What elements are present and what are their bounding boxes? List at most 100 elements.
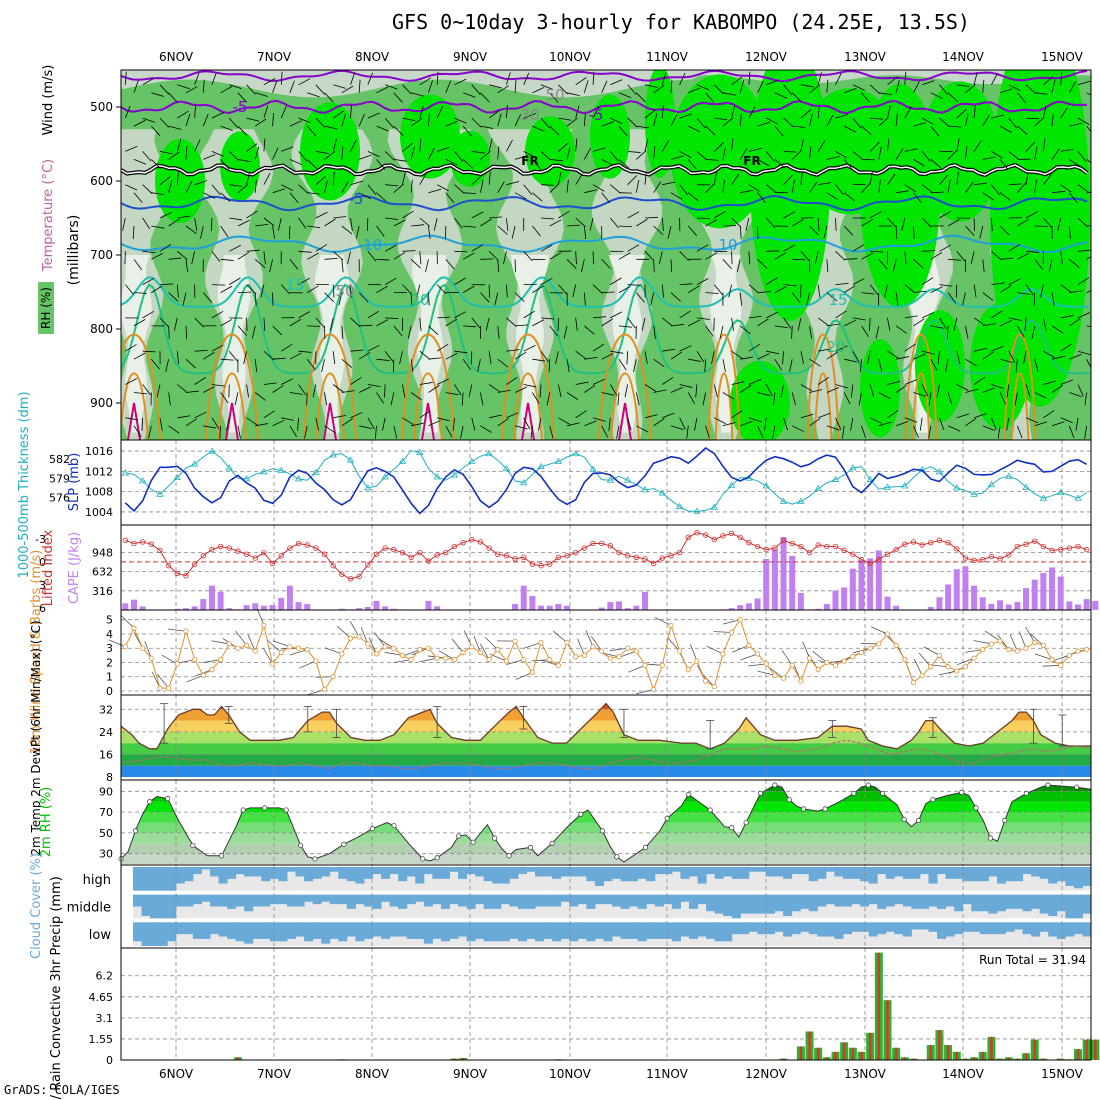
lifted-index-marker bbox=[347, 576, 354, 582]
cape-bar bbox=[780, 537, 787, 610]
wind-barb bbox=[142, 350, 156, 353]
cloud-low-cell bbox=[808, 922, 818, 935]
cloud-middle-cell bbox=[458, 894, 468, 907]
wind-barb bbox=[168, 180, 173, 193]
wind-barb bbox=[1017, 92, 1026, 104]
wind-barb bbox=[800, 351, 805, 364]
wind-barb bbox=[731, 410, 743, 419]
wind-barb bbox=[538, 417, 542, 431]
wind-barb bbox=[367, 184, 377, 196]
wind-barb bbox=[650, 292, 655, 306]
wind-barb bbox=[852, 350, 860, 363]
wind-barb bbox=[220, 159, 230, 170]
wind-barb bbox=[437, 316, 451, 319]
cloud-low-cell bbox=[363, 922, 373, 939]
wind-barb bbox=[142, 151, 152, 162]
wind-barb bbox=[609, 647, 628, 651]
wind-barb bbox=[1086, 92, 1091, 96]
lifted-index-marker bbox=[356, 573, 362, 580]
rh-saturated-patch bbox=[450, 130, 490, 187]
cloud-low-cell bbox=[338, 922, 348, 942]
cloud-high-cell bbox=[671, 867, 681, 872]
precip-tick-label: 6.2 bbox=[96, 970, 114, 983]
wind-barb bbox=[541, 659, 559, 666]
rh-saturated-patch bbox=[860, 339, 900, 438]
wind-barb bbox=[636, 150, 647, 160]
wind-barb bbox=[835, 151, 847, 159]
wind-barb bbox=[653, 181, 661, 193]
wind-barb bbox=[904, 343, 916, 352]
wind-barb bbox=[133, 159, 147, 165]
wind-barb bbox=[358, 292, 369, 303]
wind-barb bbox=[1025, 141, 1036, 152]
cloud-middle-cell bbox=[979, 894, 989, 912]
wind-barb bbox=[289, 649, 308, 656]
wind-barb bbox=[480, 425, 492, 433]
wind-barb bbox=[324, 392, 328, 406]
cape-axis-label: CAPE (J/kg) bbox=[67, 532, 82, 604]
rh-very-dry-core bbox=[511, 255, 549, 433]
thickness-tick-label: 576 bbox=[49, 492, 70, 505]
wind-barb bbox=[402, 142, 413, 152]
wind-barb bbox=[407, 325, 412, 339]
wind-barb bbox=[653, 325, 656, 339]
cloud-low-cell bbox=[466, 922, 476, 942]
wind-barb bbox=[254, 146, 260, 160]
wind-barb bbox=[913, 425, 919, 438]
wind-speed-marker bbox=[1058, 662, 1064, 668]
wind-barb bbox=[618, 125, 628, 137]
wind-barb bbox=[835, 310, 847, 319]
rh-band bbox=[121, 843, 1091, 854]
wind-barb bbox=[953, 317, 958, 331]
wind-barb bbox=[878, 179, 881, 193]
wind-barb bbox=[705, 425, 710, 439]
wind-barb bbox=[835, 417, 842, 430]
wind-barb bbox=[644, 663, 663, 666]
cloud-low-cell bbox=[252, 922, 262, 939]
wind-barb bbox=[471, 117, 482, 128]
wind-barb bbox=[203, 386, 216, 393]
wind-barb bbox=[695, 384, 698, 398]
thickness-marker bbox=[121, 469, 130, 476]
precip-convective-bar bbox=[808, 1031, 811, 1060]
wind-barb bbox=[887, 173, 896, 185]
wind-barb bbox=[713, 631, 732, 633]
wind-speed-marker bbox=[408, 657, 414, 663]
wind-barb bbox=[895, 225, 898, 240]
wind-barb bbox=[428, 188, 442, 194]
wind-barb bbox=[460, 425, 464, 439]
wind-barb bbox=[237, 325, 247, 336]
wind-barb bbox=[125, 184, 138, 191]
wind-barb bbox=[947, 179, 951, 193]
wind-barb bbox=[176, 659, 195, 664]
wind-barb bbox=[255, 118, 267, 127]
cloud-middle-cell bbox=[244, 894, 254, 912]
lifted-index-marker bbox=[954, 546, 960, 552]
lifted-index-marker bbox=[243, 551, 250, 557]
wind-barb bbox=[806, 292, 810, 306]
wind-barb bbox=[653, 389, 667, 393]
wind-barb bbox=[436, 106, 443, 119]
precip-convective-bar bbox=[1007, 1057, 1010, 1060]
wind-barb bbox=[272, 225, 276, 239]
wind-barb bbox=[714, 117, 728, 121]
wind-speed-marker bbox=[815, 667, 821, 673]
cloud-low-cell bbox=[928, 922, 938, 932]
pressure-tick-label: 500 bbox=[90, 100, 113, 114]
wind-speed-marker bbox=[460, 649, 466, 656]
wind-barb bbox=[618, 92, 632, 99]
wind-barb bbox=[999, 285, 1012, 293]
lifted-index-marker bbox=[304, 542, 310, 548]
wind-barb bbox=[566, 224, 581, 227]
wind-barb bbox=[376, 225, 385, 237]
wind-barb bbox=[125, 284, 134, 295]
wind-barb bbox=[1008, 317, 1022, 321]
wind-barb bbox=[410, 292, 413, 306]
wind-barb bbox=[384, 350, 394, 362]
wind-barb bbox=[488, 384, 501, 393]
wind-barb bbox=[185, 180, 193, 193]
cape-bar bbox=[737, 605, 744, 610]
wind-speed-marker bbox=[399, 652, 406, 658]
wind-barb bbox=[532, 285, 544, 293]
